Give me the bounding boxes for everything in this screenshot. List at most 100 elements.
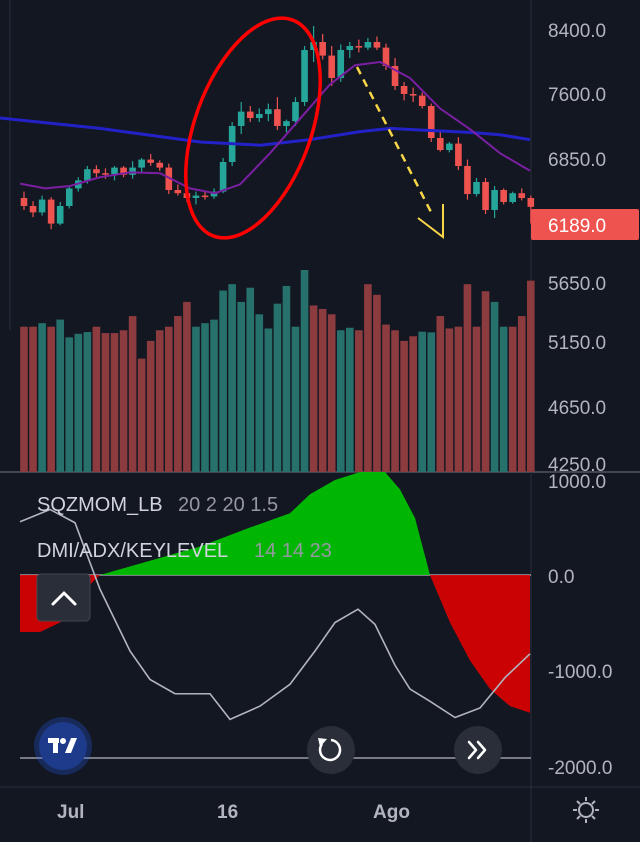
volume-bar (264, 328, 273, 472)
chart-settings-button[interactable] (573, 797, 599, 823)
indicator-name: SQZMOM_LB (37, 494, 163, 516)
volume-bar (318, 308, 327, 472)
chevron-up-icon (51, 591, 77, 606)
volume-bar (237, 301, 245, 472)
squeeze-negative-area (20, 575, 530, 713)
candle-body (246, 111, 254, 118)
volume-bars (20, 270, 535, 472)
gear-icon (573, 797, 599, 823)
double-chevron-right-icon (467, 740, 487, 760)
indicator-label-minus-2000: -2000.0 (548, 758, 612, 779)
candle-body (364, 42, 372, 48)
price-label-4650: 4650.0 (548, 398, 606, 419)
volume-bar (517, 316, 526, 472)
collapse-legend-button[interactable] (36, 573, 91, 622)
candle-body (84, 169, 91, 181)
candle-body (93, 169, 100, 174)
volume-bar (110, 333, 119, 472)
candle-body (111, 167, 118, 174)
candle-body (38, 199, 46, 213)
volume-bar (472, 326, 481, 472)
candle-body (120, 167, 127, 175)
moving-average-slow (0, 116, 531, 147)
squeeze-positive-area (100, 472, 430, 575)
candle-body (527, 198, 535, 207)
indicator-params: 20 2 20 1.5 (178, 494, 278, 516)
price-label-5650: 5650.0 (548, 274, 606, 295)
volume-bar (246, 287, 255, 472)
candle-body (174, 190, 182, 194)
volume-bar (273, 303, 282, 472)
volume-bar (219, 290, 227, 472)
candle-body (147, 159, 154, 163)
volume-bar (47, 326, 55, 472)
volume-bar (20, 326, 28, 472)
red-ellipse-annotation[interactable] (159, 0, 347, 256)
candle-body (102, 173, 109, 175)
volume-bar (38, 323, 46, 472)
candle-body (427, 106, 435, 138)
candle-body (265, 109, 272, 114)
candle-body (328, 55, 335, 78)
candle-body (219, 162, 227, 192)
price-label-6850: 6850.0 (548, 150, 606, 171)
scroll-to-realtime-button[interactable] (454, 726, 502, 774)
candle-body (192, 195, 200, 198)
candle-body (446, 143, 453, 150)
volume-bar (490, 301, 499, 472)
candle-body (56, 206, 64, 224)
candle-body (400, 86, 408, 94)
volume-bar (119, 330, 128, 472)
price-label-5150: 5150.0 (548, 333, 606, 354)
candle-body (464, 166, 471, 194)
volume-bar (527, 280, 535, 472)
candle-body (346, 46, 354, 50)
volume-bar (192, 326, 200, 472)
volume-bar (101, 333, 110, 472)
price-label-7600: 7600.0 (548, 85, 606, 106)
current-price-badge (531, 209, 639, 240)
candle-body (165, 167, 173, 190)
volume-bar (282, 285, 291, 472)
volume-bar (364, 284, 372, 472)
volume-bar (183, 301, 191, 472)
volume-bar (436, 316, 445, 472)
volume-bar (201, 323, 209, 472)
volume-bar (373, 294, 381, 472)
indicator-label-0: 0.0 (548, 567, 574, 588)
candle-body (473, 182, 480, 194)
reset-chart-button[interactable] (307, 726, 355, 774)
tradingview-logo-button[interactable] (34, 717, 92, 775)
volume-bar (146, 340, 155, 472)
yellow-arrow-head[interactable] (417, 204, 444, 240)
volume-bar (346, 327, 354, 472)
time-label-jul: Jul (57, 802, 84, 823)
candle-body (437, 138, 444, 150)
candle-body (283, 121, 290, 126)
volume-bar (29, 326, 37, 472)
volume-bar (165, 326, 173, 472)
volume-bar (336, 330, 345, 472)
volume-bar (300, 270, 309, 472)
moving-average-fast (19, 60, 531, 195)
volume-bar (327, 314, 336, 472)
volume-bar (454, 326, 463, 472)
volume-bar (255, 314, 264, 472)
volume-bar (309, 305, 318, 472)
candle-body (409, 94, 417, 96)
volume-bar (83, 332, 92, 472)
indicator-legend-dmi[interactable]: DMI/ADX/KEYLEVEL 14 14 23 (37, 540, 332, 562)
candle-body (319, 42, 326, 56)
indicator-legend-sqzmom[interactable]: SQZMOM_LB 20 2 20 1.5 (37, 494, 278, 516)
current-price-value: 6189.0 (548, 216, 606, 237)
volume-bar (400, 340, 408, 472)
volume-bar (56, 319, 64, 472)
adx-line (19, 508, 531, 721)
indicator-params: 14 14 23 (254, 540, 332, 562)
candle-body (156, 162, 164, 168)
candle-body (482, 182, 489, 210)
volume-bar (155, 330, 164, 472)
candle-body (201, 195, 209, 198)
volume-bar (445, 328, 454, 472)
